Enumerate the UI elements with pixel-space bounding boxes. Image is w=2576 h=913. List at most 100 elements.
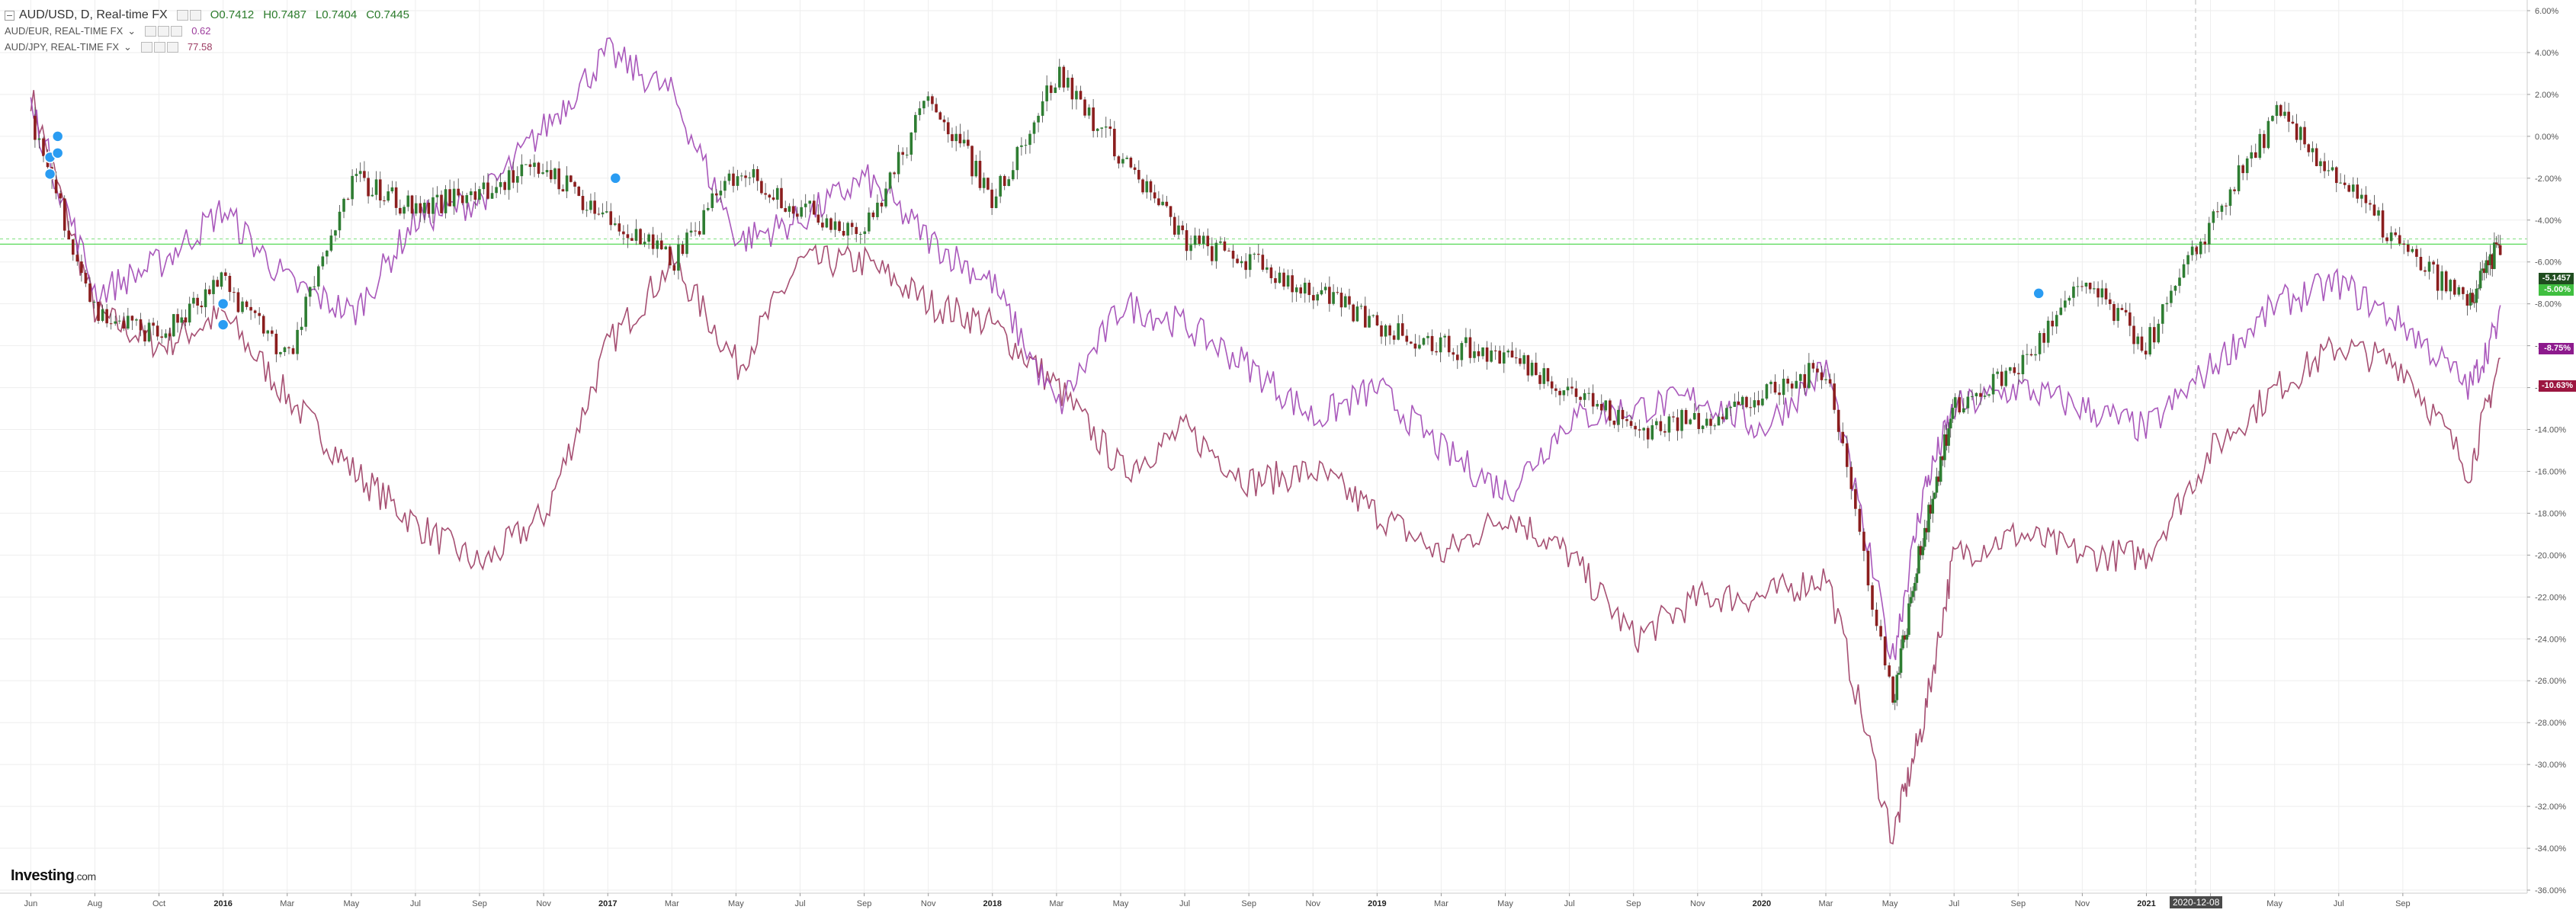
legend-main-buttons[interactable] [176, 10, 201, 21]
candle-body [2128, 312, 2132, 326]
candle-body [1206, 235, 1210, 247]
settings-icon[interactable] [158, 25, 170, 37]
x-tick-label: Mar [665, 899, 679, 908]
candle-body [1866, 550, 1870, 586]
series-line-eur [30, 37, 2501, 661]
x-axis: Jun Aug Oct 2016 Mar May Jul Sep Nov 2017 Mar May Ju… [0, 892, 2527, 908]
candle-body [1717, 416, 1721, 426]
x-tick-label: Jun [24, 899, 37, 908]
candle-body [601, 212, 605, 215]
candle-body [2228, 189, 2232, 207]
eye-icon[interactable] [189, 10, 201, 21]
candle-body [1320, 290, 1323, 295]
event-markers[interactable] [43, 130, 2045, 331]
candle-body [1460, 343, 1464, 360]
event-marker[interactable] [217, 297, 229, 310]
candle-body [423, 203, 426, 213]
candle-body [431, 197, 435, 214]
candle-body [1927, 505, 1930, 533]
candle-body [613, 223, 617, 226]
legend-close: C0.7445 [366, 8, 409, 21]
candle-body [2327, 170, 2331, 171]
candle-body [2389, 232, 2393, 242]
candle-body [164, 333, 168, 338]
candle-body [2216, 211, 2219, 213]
eye-icon[interactable] [145, 25, 157, 37]
event-marker[interactable] [609, 172, 622, 184]
event-marker[interactable] [217, 319, 229, 331]
chevron-down-icon[interactable]: ⌄ [127, 25, 136, 37]
legend-eur-buttons[interactable] [145, 25, 183, 37]
event-marker[interactable] [51, 130, 64, 143]
candle-body [1667, 416, 1671, 433]
price-tag-usd: -5.1457 [2539, 273, 2574, 284]
candle-body [1875, 610, 1878, 626]
candle-body [1925, 527, 1929, 533]
candle-body [1535, 362, 1538, 376]
close-icon[interactable] [171, 25, 183, 37]
candle-body [1096, 128, 1099, 131]
eye-icon[interactable] [140, 41, 152, 53]
candle-body [2112, 304, 2116, 322]
legend-jpy-buttons[interactable] [140, 41, 178, 53]
candle-body [520, 164, 524, 177]
candle-body [922, 101, 925, 109]
candle-body [1891, 676, 1894, 703]
candle-body [897, 152, 900, 175]
candle-body [1274, 278, 1277, 284]
candle-body [1049, 85, 1053, 93]
candle-body [1117, 156, 1121, 164]
candle-body [2299, 127, 2302, 140]
candle-body [253, 310, 257, 313]
candle-body [1816, 368, 1819, 373]
price-tag-green: -5.00% [2539, 284, 2574, 296]
settings-icon[interactable] [176, 10, 188, 21]
candle-body [1024, 145, 1028, 146]
settings-icon[interactable] [153, 41, 165, 53]
candle-body [1939, 456, 1942, 482]
candle-body [1223, 241, 1227, 251]
event-marker[interactable] [43, 168, 56, 181]
candle-body [2021, 354, 2025, 375]
candle-body [1522, 355, 1525, 364]
candle-body [2279, 104, 2282, 116]
candle-body [1477, 351, 1480, 357]
y-tick-label: -32.00% [2535, 802, 2566, 812]
candle-body [1911, 591, 1914, 597]
candle-body [2356, 184, 2359, 199]
candle-body [2295, 123, 2299, 140]
candle-body [541, 172, 544, 175]
event-marker[interactable] [2032, 287, 2045, 300]
candle-body [1181, 225, 1184, 231]
legend-eur-symbol: AUD/EUR, REAL-TIME FX [5, 25, 124, 37]
candle-body [233, 292, 236, 293]
candle-body [1583, 392, 1586, 400]
chevron-down-icon[interactable]: ⌄ [124, 41, 132, 53]
candle-body [261, 316, 265, 334]
series-line-jpy [30, 90, 2501, 845]
candle-body [1514, 357, 1518, 359]
candle-body [326, 250, 329, 257]
candle-body [245, 301, 249, 307]
y-tick-label: -36.00% [2535, 886, 2566, 895]
candle-body [1405, 335, 1409, 342]
candle-body [918, 108, 922, 115]
event-marker[interactable] [51, 147, 64, 159]
candle-body [135, 319, 138, 321]
candle-body [1456, 354, 1459, 360]
candle-body [1364, 306, 1367, 328]
candle-body [1898, 672, 1901, 675]
collapse-icon[interactable] [5, 10, 14, 21]
candle-body [1945, 434, 1949, 446]
candle-body [1380, 325, 1383, 337]
candle-body [846, 223, 849, 236]
candle-body [855, 226, 858, 235]
candle-body [962, 139, 966, 144]
candle-body [2291, 121, 2295, 124]
candle-body [440, 194, 443, 213]
close-icon[interactable] [166, 41, 178, 53]
candle-body [2250, 152, 2254, 159]
series-aud-jpy [30, 90, 2501, 845]
candle-body [609, 211, 613, 226]
